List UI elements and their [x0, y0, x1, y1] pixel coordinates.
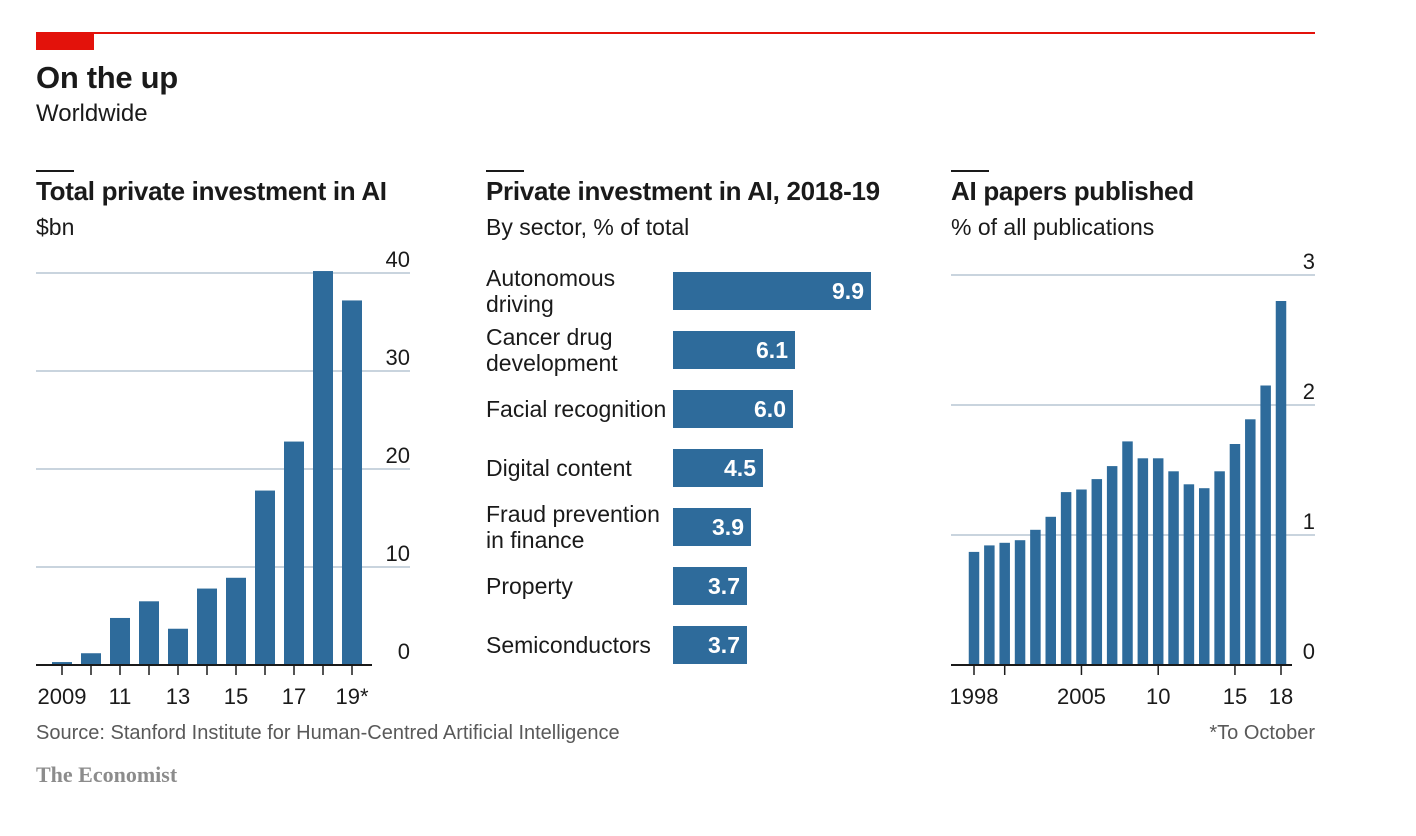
bar	[1229, 444, 1241, 665]
x-tick-label: 17	[282, 684, 306, 709]
panel1-subtitle: $bn	[36, 214, 75, 240]
bar	[1152, 458, 1164, 665]
bar	[342, 300, 362, 665]
bar	[1275, 301, 1287, 665]
category-label: Facial recognition	[486, 396, 666, 422]
value-label: 3.9	[712, 514, 744, 540]
chart-title: On the up	[36, 60, 178, 95]
bar	[673, 449, 763, 487]
bar	[984, 545, 995, 665]
y-tick-label: 30	[386, 345, 410, 370]
y-tick-label: 3	[1303, 249, 1315, 274]
value-label: 3.7	[708, 573, 740, 599]
x-tick-label: 10	[1146, 684, 1170, 709]
bar	[1076, 489, 1087, 665]
y-tick-label: 2	[1303, 379, 1315, 404]
bar	[81, 653, 101, 665]
bar	[226, 577, 246, 665]
panel3-title-rule	[951, 170, 989, 172]
panel1-title: Total private investment in AI	[36, 176, 387, 206]
x-tick-label: 13	[166, 684, 190, 709]
category-label: Semiconductors	[486, 632, 651, 658]
bar	[1245, 419, 1256, 665]
bar	[1014, 540, 1026, 665]
bar	[197, 588, 217, 665]
x-tick-label: 15	[1223, 684, 1247, 709]
category-label: Autonomous	[486, 265, 615, 291]
y-tick-label: 40	[386, 247, 410, 272]
bar	[673, 508, 751, 546]
category-label: Digital content	[486, 455, 632, 481]
bar	[1214, 471, 1225, 665]
panel3-subtitle: % of all publications	[951, 214, 1155, 240]
y-tick-label: 0	[398, 639, 410, 664]
bar	[1030, 529, 1041, 665]
panel1-title-rule	[36, 170, 74, 172]
x-tick-label: 1998	[950, 684, 999, 709]
bar	[968, 551, 980, 665]
bar	[1106, 466, 1118, 665]
economist-logo: The Economist	[36, 762, 178, 787]
x-tick-label: 2005	[1057, 684, 1106, 709]
x-tick-label: 19*	[335, 684, 368, 709]
x-tick-label: 11	[109, 684, 132, 709]
bar	[673, 567, 747, 605]
header-rule	[36, 32, 1315, 34]
category-label: Fraud prevention	[486, 501, 660, 527]
bar	[313, 271, 333, 665]
value-label: 9.9	[832, 278, 864, 304]
bar	[1260, 385, 1271, 665]
y-tick-label: 10	[386, 541, 410, 566]
bar	[1122, 441, 1133, 665]
bar	[255, 490, 275, 665]
panel2-title-rule	[486, 170, 524, 172]
y-tick-label: 1	[1303, 509, 1315, 534]
bar	[673, 272, 871, 310]
bar	[110, 617, 130, 665]
bar	[168, 628, 188, 665]
panel2-title: Private investment in AI, 2018-19	[486, 176, 880, 206]
bar	[673, 626, 747, 664]
panel3-title: AI papers published	[951, 176, 1194, 206]
bar	[1137, 458, 1149, 665]
value-label: 6.1	[756, 337, 788, 363]
bar	[673, 390, 793, 428]
category-label: Cancer drug	[486, 324, 613, 350]
value-label: 4.5	[724, 455, 756, 481]
value-label: 6.0	[754, 396, 786, 422]
bar	[139, 601, 159, 665]
bar	[999, 542, 1010, 665]
source-note: Source: Stanford Institute for Human-Cen…	[36, 722, 620, 744]
y-tick-label: 0	[1303, 639, 1315, 664]
bar	[673, 331, 795, 369]
footnote: *To October	[1209, 722, 1315, 744]
x-tick-label: 2009	[38, 684, 87, 709]
bar	[1091, 479, 1103, 665]
bar	[284, 441, 304, 665]
category-label: in finance	[486, 527, 584, 553]
category-label: driving	[486, 291, 554, 317]
header-red-tab	[36, 32, 94, 50]
panel2-subtitle: By sector, % of total	[486, 214, 690, 240]
x-tick-label: 18	[1269, 684, 1293, 709]
y-tick-label: 20	[386, 443, 410, 468]
bar	[1199, 488, 1210, 665]
bar	[1060, 492, 1072, 665]
x-tick-label: 15	[224, 684, 248, 709]
category-label: Property	[486, 573, 573, 599]
bar	[1183, 484, 1195, 665]
value-label: 3.7	[708, 632, 740, 658]
chart-subtitle: Worldwide	[36, 100, 148, 127]
bar	[1045, 516, 1056, 665]
bar	[52, 662, 72, 665]
bar	[1168, 471, 1179, 665]
category-label: development	[486, 350, 618, 376]
